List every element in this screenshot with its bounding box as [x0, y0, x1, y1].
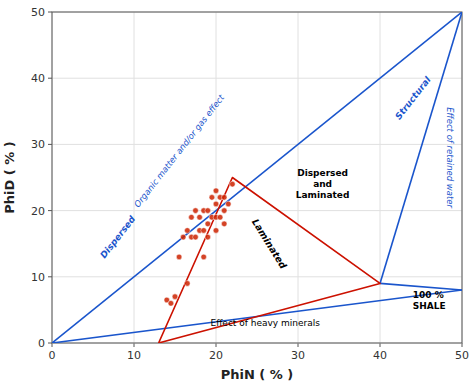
- annotation-line: Dispersed: [297, 168, 348, 178]
- point: [193, 234, 199, 240]
- grid-line-x: [216, 12, 217, 343]
- annotation-line: Effect of retained water: [445, 107, 455, 208]
- data: [52, 12, 462, 343]
- annotation-line: Organic matter and/or gas effect: [132, 92, 227, 209]
- annotation: DispersedandLaminated: [296, 168, 350, 200]
- tick-label-x: 50: [455, 349, 469, 362]
- point: [221, 221, 227, 227]
- grid-line-y: [52, 210, 462, 211]
- tick-label-x: 40: [373, 349, 387, 362]
- tick-label-x: 20: [209, 349, 223, 362]
- annotation-line: Structural: [393, 74, 433, 121]
- point: [201, 254, 207, 260]
- annotation-line: Laminated: [250, 217, 289, 271]
- tick-x: [462, 343, 463, 347]
- point: [189, 214, 195, 220]
- point: [205, 208, 211, 214]
- point: [172, 294, 178, 300]
- tick-x: [134, 343, 135, 347]
- x-axis-label: PhiN ( % ): [221, 367, 294, 382]
- annotation: Laminated: [250, 217, 289, 271]
- tick-x: [216, 343, 217, 347]
- grid-line-y: [52, 276, 462, 277]
- annotation-line: and: [313, 179, 332, 189]
- point: [201, 228, 207, 234]
- point: [221, 195, 227, 201]
- tick-label-x: 10: [127, 349, 141, 362]
- plot-frame: [52, 12, 462, 343]
- tick-y: [48, 276, 52, 277]
- annotation-line: 100 %: [413, 290, 444, 300]
- annotation: Organic matter and/or gas effect: [132, 92, 227, 209]
- tick-label-x: 30: [291, 349, 305, 362]
- annotation: Effect of retained water: [445, 107, 455, 208]
- grid-line-y: [52, 144, 462, 145]
- point: [217, 214, 223, 220]
- grid-line-y: [52, 78, 462, 79]
- tick-label-y: 10: [31, 271, 45, 284]
- point: [213, 228, 219, 234]
- tick-label-y: 50: [31, 6, 45, 19]
- point: [221, 208, 227, 214]
- point: [185, 228, 191, 234]
- tick-label-y: 0: [38, 337, 45, 350]
- tick-y: [48, 343, 52, 344]
- tick-label-y: 30: [31, 138, 45, 151]
- y-axis-label: PhiD ( % ): [2, 141, 17, 214]
- point: [205, 234, 211, 240]
- grid-line-x: [134, 12, 135, 343]
- tick-x: [298, 343, 299, 347]
- annotation-line: SHALE: [413, 301, 446, 311]
- annotation: Structural: [393, 74, 433, 121]
- annotation: Effect of heavy minerals: [210, 318, 320, 328]
- line: [380, 12, 462, 283]
- annotation-line: Laminated: [296, 190, 350, 200]
- point: [230, 181, 236, 187]
- annotation: Dispersed: [98, 214, 137, 261]
- tick-x: [52, 343, 53, 347]
- point: [176, 254, 182, 260]
- tick-y: [48, 144, 52, 145]
- tick-label-x: 0: [49, 349, 56, 362]
- line: [159, 178, 380, 344]
- point: [213, 188, 219, 194]
- point: [205, 221, 211, 227]
- point: [185, 281, 191, 287]
- point: [168, 300, 174, 306]
- tick-y: [48, 12, 52, 13]
- chart: 0 10 20 30 40 50 0 10 20 30 40 50 PhiN ( % ) PhiD ( %…: [0, 0, 474, 387]
- point: [226, 201, 232, 207]
- tick-x: [380, 343, 381, 347]
- point: [180, 234, 186, 240]
- point: [197, 214, 203, 220]
- annotations: DispersedLaminatedStructuralDispersedand…: [98, 74, 455, 328]
- annotation-line: Effect of heavy minerals: [210, 318, 320, 328]
- tick-label-y: 20: [31, 205, 45, 218]
- annotation: 100 %SHALE: [413, 290, 446, 311]
- tick-label-y: 40: [31, 72, 45, 85]
- axes: 0 10 20 30 40 50 0 10 20 30 40 50: [31, 6, 469, 362]
- grid-line-x: [380, 12, 381, 343]
- point: [193, 208, 199, 214]
- line: [52, 12, 462, 343]
- annotation-line: Dispersed: [98, 214, 137, 261]
- tick-y: [48, 210, 52, 211]
- point: [209, 195, 215, 201]
- tick-y: [48, 78, 52, 79]
- point: [213, 201, 219, 207]
